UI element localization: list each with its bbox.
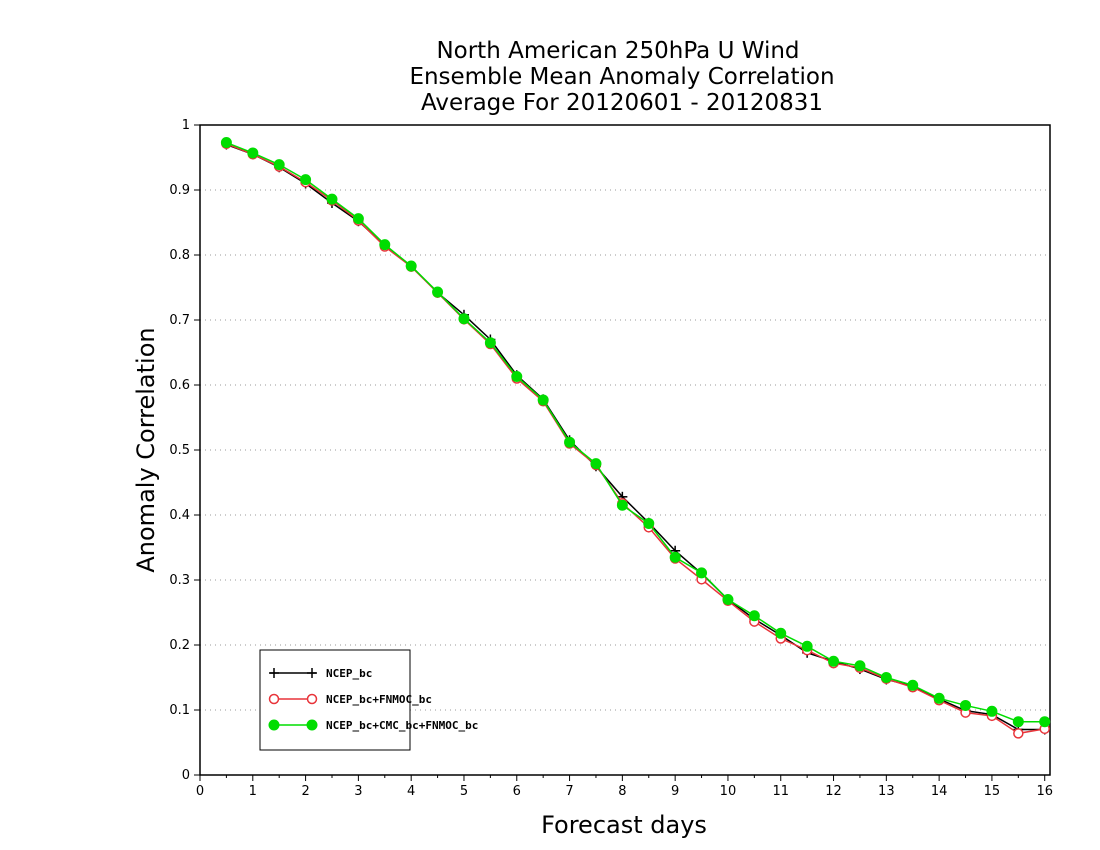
series-2-point-6 (379, 239, 391, 251)
x-tick-label-13: 13 (878, 784, 895, 799)
series-2-point-26 (907, 679, 919, 691)
legend-marker-start-2 (268, 719, 280, 731)
legend: NCEP_bc NCEP_bc+FNMOC_bc NCEP_bc+CMC_bc+FN… (259, 649, 478, 751)
x-axis-label: Forecast days (541, 811, 707, 839)
series-2-point-13 (564, 436, 576, 448)
y-tick-label-6: 0.6 (169, 378, 190, 393)
x-tick-label-6: 6 (513, 784, 521, 799)
y-tick-label-9: 0.9 (169, 183, 190, 198)
y-tick-label-10: 1 (182, 118, 190, 133)
series-2-point-19 (722, 594, 734, 605)
series-2-point-5 (352, 213, 364, 225)
series-2-point-21 (775, 627, 787, 639)
legend-marker-start-1 (268, 693, 280, 705)
x-tick-label-7: 7 (565, 784, 573, 799)
series-2-line (226, 141, 1045, 723)
x-tick-label-1: 1 (249, 784, 257, 799)
grid-lines (200, 189, 1050, 711)
series-2-point-7 (405, 260, 417, 272)
x-tick-label-4: 4 (407, 784, 415, 799)
series-2-point-31 (1039, 716, 1051, 728)
series-2-point-0 (220, 137, 232, 149)
y-tick-label-7: 0.7 (169, 313, 190, 328)
axes: 00.10.20.30.40.50.60.70.80.910 1 2 3 4 5 6 7 8 9 1… (169, 118, 1053, 799)
series-0-line (226, 143, 1045, 731)
legend-marker-end-2 (306, 719, 318, 731)
series-2-point-28 (960, 699, 972, 711)
series-2-point-3 (300, 174, 312, 186)
series-2-point-16 (643, 517, 655, 529)
series-2-point-4 (326, 193, 338, 205)
series-2-point-22 (801, 640, 813, 652)
x-tick-label-10: 10 (720, 784, 737, 799)
series-layer (220, 137, 1051, 739)
x-tick-label-2: 2 (301, 784, 309, 799)
y-tick-label-4: 0.4 (169, 508, 190, 523)
series-2-point-2 (273, 159, 285, 171)
y-tick-label-1: 0.1 (169, 703, 190, 718)
x-tick-label-12: 12 (825, 784, 842, 799)
x-tick-label-9: 9 (671, 784, 679, 799)
series-2-point-20 (748, 610, 760, 622)
y-tick-label-2: 0.2 (169, 638, 190, 653)
series-2-point-27 (933, 692, 945, 704)
x-tick-label-11: 11 (772, 784, 789, 799)
legend-label-2: NCEP_bc+CMC_bc+FNMOC_bc (326, 719, 478, 732)
series-2-point-9 (458, 313, 470, 325)
x-tick-label-15: 15 (984, 784, 1001, 799)
series-2-point-24 (854, 660, 866, 672)
x-tick-label-3: 3 (354, 784, 362, 799)
series-2-point-14 (590, 458, 602, 470)
series-2-point-8 (432, 286, 444, 298)
y-axis-label: Anomaly Correlation (132, 327, 160, 572)
series-2-point-30 (1012, 716, 1024, 728)
series-2 (220, 137, 1051, 728)
x-tick-label-16: 16 (1036, 784, 1053, 799)
y-tick-label-0: 0 (182, 768, 190, 783)
legend-label-0: NCEP_bc (326, 667, 372, 680)
x-tick-label-14: 14 (931, 784, 948, 799)
chart-title-line-3: Average For 20120601 - 20120831 (421, 90, 823, 116)
y-tick-label-5: 0.5 (169, 443, 190, 458)
y-tick-label-8: 0.8 (169, 248, 190, 263)
legend-marker-start-0 (269, 668, 279, 678)
x-tick-label-5: 5 (460, 784, 468, 799)
x-tick-label-8: 8 (618, 784, 626, 799)
series-2-point-18 (696, 567, 708, 579)
series-2-point-17 (669, 551, 681, 563)
series-2-point-29 (986, 705, 998, 717)
series-2-point-25 (880, 672, 892, 683)
chart-title-line-1: North American 250hPa U Wind (436, 38, 799, 64)
legend-box (259, 649, 411, 751)
legend-marker-end-1 (306, 693, 318, 705)
series-2-point-15 (616, 499, 628, 511)
chart-title-line-2: Ensemble Mean Anomaly Correlation (409, 64, 834, 90)
x-tick-label-0: 0 (196, 784, 204, 799)
series-1 (221, 138, 1050, 739)
series-2-point-12 (537, 394, 549, 406)
legend-label-1: NCEP_bc+FNMOC_bc (326, 693, 432, 706)
series-1-point-30 (1013, 728, 1024, 739)
series-2-point-23 (828, 655, 840, 667)
series-2-point-1 (247, 147, 259, 159)
series-2-point-11 (511, 371, 523, 383)
y-tick-label-3: 0.3 (169, 573, 190, 588)
series-2-point-10 (484, 337, 496, 349)
legend-marker-end-0 (307, 668, 317, 678)
